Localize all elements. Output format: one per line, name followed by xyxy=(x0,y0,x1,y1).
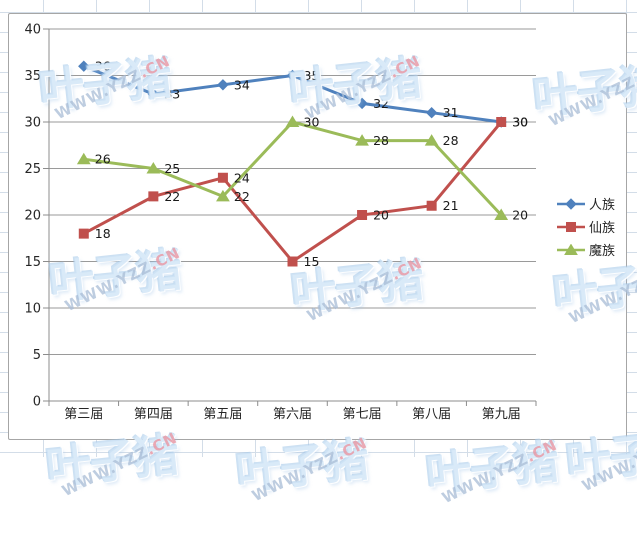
data-label: 20 xyxy=(373,208,389,223)
data-label: 28 xyxy=(373,133,389,148)
data-label: 15 xyxy=(304,254,320,269)
data-label: 26 xyxy=(95,152,111,167)
data-label: 21 xyxy=(443,198,459,213)
data-point-marker[interactable] xyxy=(424,134,439,146)
data-label: 30 xyxy=(512,115,528,130)
data-point-marker[interactable] xyxy=(426,200,437,211)
y-axis-label: 35 xyxy=(24,69,41,84)
x-axis-label: 第七届 xyxy=(343,407,382,422)
legend-item-mozu[interactable]: 魔族 xyxy=(557,238,615,261)
data-point-marker[interactable] xyxy=(285,115,300,127)
y-axis-label: 0 xyxy=(33,395,41,410)
legend-label: 仙族 xyxy=(589,221,616,236)
y-axis-label: 10 xyxy=(24,302,41,317)
plot-area[interactable]: 0 5 10 15 20 25 30 35 40 第三届 第四届 第五届 第六届 第七届 第八届 第九届 36 3… xyxy=(9,14,626,439)
data-point-marker[interactable] xyxy=(78,60,90,72)
data-label: 30 xyxy=(512,115,528,130)
data-point-marker[interactable] xyxy=(78,228,89,239)
x-axis-label: 第四届 xyxy=(134,407,173,422)
data-label: 18 xyxy=(95,226,111,241)
data-point-marker[interactable] xyxy=(287,256,298,267)
legend-label: 魔族 xyxy=(589,244,616,259)
series-2[interactable] xyxy=(76,115,509,220)
series-line[interactable] xyxy=(83,121,503,263)
legend-marker-square-icon xyxy=(557,221,585,232)
data-point-marker[interactable] xyxy=(148,191,159,202)
y-axis-label: 20 xyxy=(24,209,41,224)
data-point-marker[interactable] xyxy=(217,79,229,91)
x-axis-label: 第五届 xyxy=(203,407,242,422)
y-axis-label: 15 xyxy=(24,255,41,270)
data-point-marker[interactable] xyxy=(76,152,91,165)
data-label: 30 xyxy=(304,115,320,130)
legend-label: 人族 xyxy=(589,198,616,213)
y-axis-label: 40 xyxy=(24,23,41,38)
series-1[interactable] xyxy=(78,117,507,267)
data-label: 24 xyxy=(234,170,250,185)
data-label: 34 xyxy=(234,77,250,92)
chart-object[interactable]: 0 5 10 15 20 25 30 35 40 第三届 第四届 第五届 第六届 第七届 第八届 第九届 36 3… xyxy=(8,13,627,440)
data-point-marker[interactable] xyxy=(357,210,368,220)
data-point-marker[interactable] xyxy=(496,117,507,127)
x-axis-label: 第九届 xyxy=(482,407,521,422)
legend-item-xianzu[interactable]: 仙族 xyxy=(557,215,615,238)
x-axis-label: 第八届 xyxy=(412,407,451,422)
data-label: 28 xyxy=(443,133,459,148)
data-label: 32 xyxy=(373,96,389,111)
data-label: 22 xyxy=(234,189,250,204)
data-label: 20 xyxy=(512,208,528,223)
data-point-marker[interactable] xyxy=(217,172,228,183)
legend-marker-diamond-icon xyxy=(557,197,585,210)
data-label: 22 xyxy=(164,189,180,204)
data-label: 31 xyxy=(443,105,459,120)
data-point-marker[interactable] xyxy=(146,162,161,174)
legend[interactable]: 人族 仙族 魔族 xyxy=(557,192,615,261)
data-point-marker[interactable] xyxy=(355,134,369,146)
data-label: 35 xyxy=(304,68,320,83)
x-axis-label: 第三届 xyxy=(64,407,103,422)
x-axis-label: 第六届 xyxy=(273,407,312,422)
y-axis-label: 30 xyxy=(24,116,41,131)
data-point-marker[interactable] xyxy=(147,88,160,100)
legend-item-renzu[interactable]: 人族 xyxy=(557,192,615,215)
legend-marker-triangle-icon xyxy=(557,243,585,255)
data-point-marker[interactable] xyxy=(356,97,368,110)
data-point-marker[interactable] xyxy=(286,69,299,82)
data-point-marker[interactable] xyxy=(216,189,230,202)
data-point-marker[interactable] xyxy=(494,208,509,220)
data-label: 36 xyxy=(95,59,111,74)
data-point-marker[interactable] xyxy=(425,106,438,119)
data-label: 33 xyxy=(164,87,180,102)
y-axis-label: 25 xyxy=(24,162,41,177)
data-label: 25 xyxy=(164,161,180,176)
y-axis-label: 5 xyxy=(33,348,41,363)
